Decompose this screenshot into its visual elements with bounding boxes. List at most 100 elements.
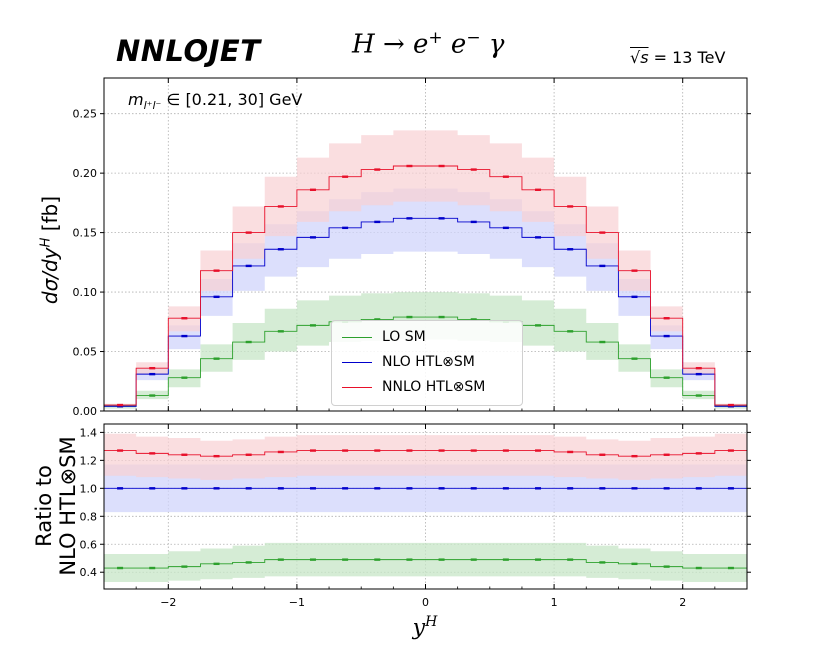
main-line-nnlo [103,165,748,411]
ratio-line-nlo [103,487,748,589]
main-point-nnlo [374,168,381,171]
ratio-point-nlo [470,487,477,490]
y-axis-label-ratio: Ratio to NLO HTL⊗SM [32,436,80,575]
mass-symbol: m [128,90,144,109]
ratio-point-nnlo [663,453,670,456]
ratio-band-lo [104,542,747,583]
process-e2-charge: − [466,28,481,48]
process-photon: γ [488,29,505,60]
legend-label-lo: LO SM [382,329,426,345]
sqrt-s: √s [630,48,649,67]
mass-subscript: l⁺l⁻ [143,99,162,113]
mass-cut-label: ml⁺l⁻ ∈ [0.21, 30] GeV [128,90,302,112]
main-point-lo [599,340,606,344]
ratio-point-nnlo [277,450,284,454]
ratio-point-nnlo [117,449,124,452]
main-point-nlo [406,217,413,220]
ratio-point-nlo [535,487,542,490]
main-point-nnlo [245,231,252,234]
ratio-xtick-label: −2 [160,596,176,609]
ratio-point-nnlo [727,449,734,452]
ratio-point-lo [374,558,381,561]
y-axis-label-main: dσ/dyH [fb] [38,196,62,304]
main-point-nlo [149,372,156,376]
x-axis-label-sup: H [425,614,438,630]
main-point-nnlo [213,269,220,272]
main-point-nlo [181,334,188,338]
main-point-nnlo [663,317,670,320]
ratio-point-lo [567,558,574,561]
ratio-point-nnlo [631,454,638,458]
ratio-point-nlo [149,487,156,490]
ratio-xtick-label: 0 [422,596,429,609]
ratio-point-nlo [663,487,670,490]
main-point-nnlo [567,205,574,208]
y-axis-label-unit: [fb] [38,195,62,238]
main-point-lo [535,324,542,327]
main-point-lo [695,394,702,397]
ratio-point-nlo [502,487,509,490]
process-title: H → e+ e− γ [352,28,504,60]
main-point-lo [374,318,381,321]
ratio-line-lo [103,559,748,589]
main-point-nnlo [181,317,188,320]
ratio-point-nnlo [535,449,542,452]
ratio-label-line1: Ratio to [32,465,56,547]
main-point-nlo [277,248,284,251]
ratio-point-lo [277,558,284,561]
ratio-ytick-label: 1.4 [80,426,98,439]
main-point-nlo [695,372,702,376]
ratio-point-lo [599,561,606,564]
ratio-point-lo [438,558,445,561]
process-e1: e [413,29,429,60]
ratio-point-lo [470,558,477,561]
ratio-point-lo [535,558,542,561]
main-band-lo [104,292,747,409]
ratio-point-nlo [727,487,734,490]
legend-label-nnlo: NNLO HTL⊗SM [382,379,486,395]
main-point-lo [149,394,156,397]
main-point-lo [277,330,284,333]
legend-swatch-nnlo [342,386,372,388]
ratio-point-nlo [117,487,124,490]
ratio-point-lo [149,566,156,570]
ratio-point-nnlo [502,449,509,452]
main-point-lo [245,340,252,344]
main-point-nlo [567,248,574,251]
main-point-nlo [374,220,381,224]
process-lhs: H [352,29,375,60]
ratio-point-lo [213,562,220,566]
ratio-point-lo [631,562,638,566]
main-point-nlo [535,236,542,239]
ratio-xtick-label: 1 [551,596,558,609]
x-axis-label-var: y [412,615,426,641]
ratio-point-lo [342,558,349,561]
legend-item-lo: LO SM [342,327,426,347]
ratio-point-nlo [309,487,316,490]
main-point-nlo [631,295,638,299]
ratio-point-lo [309,558,316,561]
process-arrow: → [382,29,405,60]
y-axis-label-prefix: dσ/dy [38,247,62,305]
ratio-point-nnlo [470,449,477,452]
ratio-point-nlo [631,487,638,490]
main-point-nlo [213,295,220,299]
ratio-point-nlo [277,487,284,490]
main-point-nlo [245,264,252,268]
ratio-line-nnlo [103,450,748,589]
ratio-point-nnlo [245,453,252,456]
main-point-nlo [342,226,349,230]
ratio-point-nnlo [695,452,702,455]
main-point-nlo [309,236,316,239]
ratio-point-nlo [213,487,220,490]
legend-swatch-lo [342,336,372,338]
ratio-point-nnlo [374,449,381,452]
main-point-lo [406,315,413,319]
ratio-point-lo [727,566,734,570]
ratio-point-lo [663,565,670,568]
main-point-nlo [502,226,509,230]
x-axis-label: yH [413,614,438,640]
main-point-nnlo [149,366,156,370]
ratio-point-nlo [342,487,349,490]
main-point-nlo [599,264,606,268]
